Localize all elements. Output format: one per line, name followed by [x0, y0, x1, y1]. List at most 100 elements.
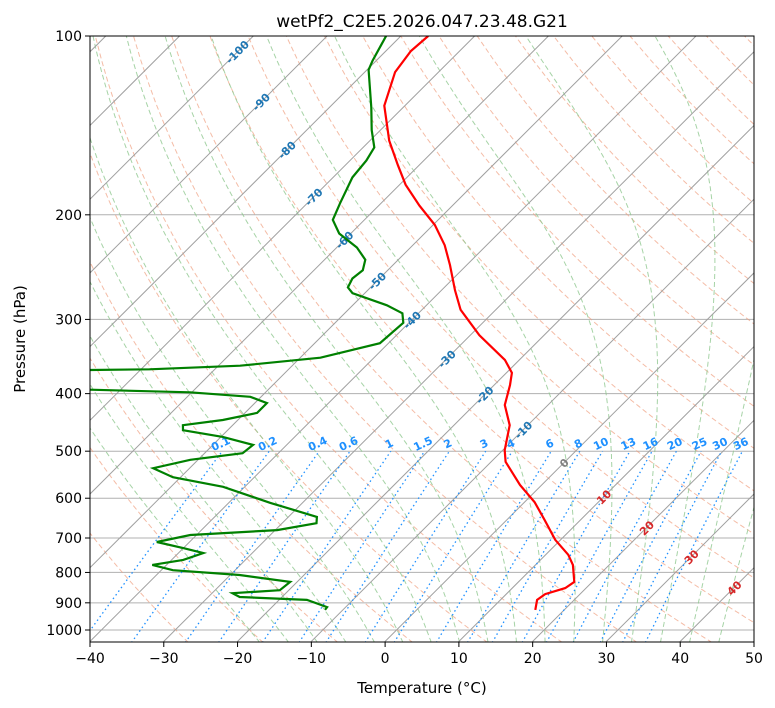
isotherm-label: -50 [366, 269, 389, 292]
dry-adiabat-line [90, 532, 189, 642]
mixing-ratio-line [393, 450, 513, 642]
y-tick-label: 1000 [46, 623, 82, 639]
dry-adiabat-line [629, 36, 754, 165]
x-tick-label: −40 [75, 651, 105, 667]
isotherm-line [90, 36, 623, 569]
moist-adiabat-line [90, 383, 289, 642]
dry-adiabat-line [362, 36, 754, 449]
x-tick-label: 40 [671, 651, 689, 667]
plot-frame [89, 35, 755, 643]
isotherm-label: 30 [682, 547, 702, 567]
mixing-ratio-line [364, 450, 487, 642]
x-tick-label: −10 [297, 651, 327, 667]
dry-adiabat-line [90, 357, 339, 642]
mixing-ratio-line [218, 450, 351, 642]
moist-adiabat-line [90, 280, 347, 642]
mixing-ratio-label: 3 [478, 437, 490, 452]
isotherm-line [90, 36, 254, 200]
mixing-ratio-label: 1 [383, 437, 395, 452]
mixing-ratio-line [325, 450, 450, 642]
moist-adiabat-line [654, 36, 716, 642]
dry-adiabat-line [324, 36, 754, 492]
moist-adiabat-line [90, 136, 404, 642]
temperature-line [383, 36, 576, 611]
dry-adiabat-line [209, 36, 754, 624]
moist-adiabat-line [125, 36, 461, 642]
dry-adiabat-line [285, 36, 754, 535]
isotherm-line [384, 272, 754, 642]
axes: −40 −30 −20 −10 0 10 20 30 40 5010020030040050060… [46, 29, 763, 667]
y-tick-label: 300 [55, 312, 82, 328]
isotherm-label: -10 [512, 418, 535, 441]
moist-adiabat-line [266, 36, 546, 642]
dewpoint-line [90, 36, 405, 611]
moist-adiabat-line [92, 36, 432, 642]
mixing-ratio-line [572, 450, 677, 642]
isotherm-line [90, 36, 328, 274]
mixing-ratio-line [262, 450, 392, 642]
dry-adiabat-line [744, 36, 754, 47]
isotherm-line [457, 345, 754, 642]
dry-adiabat-line [438, 36, 754, 366]
moist-adiabat-line [164, 36, 489, 642]
isotherm-line [605, 493, 754, 642]
x-tick-label: −20 [223, 651, 253, 667]
moist-adiabat-line [718, 505, 754, 642]
moist-adiabat-line [333, 36, 576, 642]
x-axis-label: Temperature (°C) [356, 679, 486, 697]
y-tick-label: 900 [55, 596, 82, 612]
mixing-ratio-line [90, 450, 223, 632]
dry-adiabat-line [90, 446, 264, 642]
dry-adiabat-line [133, 36, 638, 642]
isotherm-label: -60 [333, 228, 356, 251]
y-tick-label: 800 [55, 565, 82, 581]
isotherm-label: -100 [223, 38, 252, 67]
dry-adiabat-line [90, 151, 488, 642]
isotherm-line [310, 198, 754, 642]
mixing-ratio-line [298, 450, 426, 642]
y-tick-label: 500 [55, 444, 82, 460]
dry-adiabat-line [667, 36, 754, 126]
isotherm-label: 20 [637, 518, 657, 538]
x-tick-label: 10 [450, 651, 468, 667]
dry-adiabat-line [171, 36, 713, 642]
y-tick-label: 700 [55, 531, 82, 547]
dry-adiabat-line [706, 36, 754, 86]
mixing-ratio-label: 13 [619, 435, 638, 453]
chart-title: wetPf2_C2E5.2026.047.23.48.G21 [276, 12, 568, 32]
dry-adiabat-line [90, 260, 413, 642]
x-tick-label: 20 [524, 651, 542, 667]
mixing-ratio-label: 2 [442, 437, 454, 452]
y-tick-label: 200 [55, 208, 82, 224]
dry-adiabat-line [591, 36, 754, 205]
y-tick-label: 600 [55, 491, 82, 507]
mixing-ratio-label: 36 [731, 435, 751, 453]
mixing-ratio-line [435, 450, 552, 642]
mixing-ratio-label: 10 [591, 435, 611, 453]
isotherm-line [162, 51, 754, 642]
y-axis-label: Pressure (hPa) [11, 285, 29, 393]
isotherm-label: 0 [557, 456, 572, 471]
moist-adiabat-line [90, 427, 261, 642]
y-tick-label: 400 [55, 387, 82, 403]
isotherm-line [531, 419, 754, 642]
x-tick-label: −30 [149, 651, 179, 667]
mixing-ratio-line [184, 450, 320, 642]
moist-adiabat-line [210, 36, 517, 642]
mixing-ratio-label: 16 [641, 435, 661, 453]
mixing-ratio-line [467, 450, 581, 642]
moist-adiabat-line [90, 335, 318, 642]
isotherm-line [90, 36, 549, 495]
moist-adiabat-line [90, 216, 375, 642]
moist-adiabat-line [689, 357, 754, 642]
mixing-ratio-line [622, 450, 723, 642]
isotherm-line [90, 36, 697, 642]
isotherm-line [753, 640, 754, 642]
moist-adiabat-line [418, 36, 613, 642]
profiles [90, 36, 576, 611]
mixing-ratio-line [131, 450, 270, 642]
dry-adiabat-line [476, 36, 754, 325]
dry-adiabat-line [553, 36, 754, 244]
mixing-ratio-label: 25 [690, 435, 709, 453]
isotherm-label: 40 [725, 578, 745, 598]
